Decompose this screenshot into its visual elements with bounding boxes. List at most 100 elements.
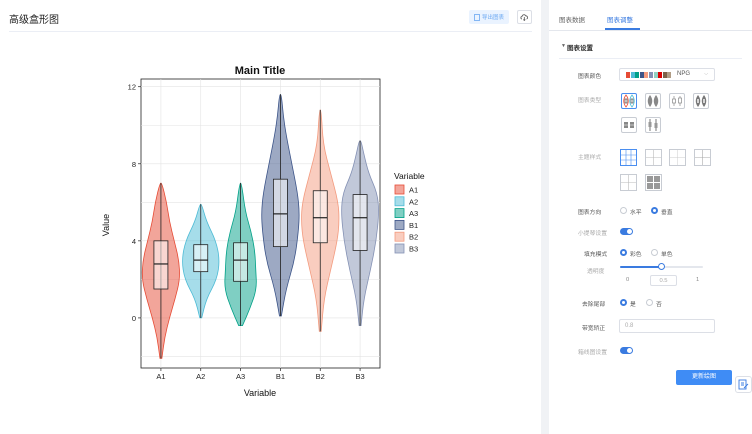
box-B1 — [273, 178, 288, 248]
color-palette-select[interactable]: NPG ⌵ — [619, 68, 715, 81]
export-chart-label: 导出图表 — [482, 15, 505, 21]
legend-key-B1 — [394, 219, 405, 230]
boxline-settings-toggle[interactable] — [620, 347, 633, 354]
y-tick-label: 8 — [132, 160, 136, 169]
opacity-label: 透明度 — [587, 269, 605, 275]
y-tick-label: 4 — [132, 237, 136, 246]
tab-chart-data[interactable]: 图表数据 — [559, 17, 585, 24]
palette-swatch — [658, 72, 663, 78]
legend-key-A2 — [394, 196, 405, 207]
chart-title: Main Title — [235, 65, 286, 77]
violin-settings-toggle[interactable] — [620, 228, 633, 235]
palette-swatch — [630, 72, 635, 78]
theme-grid-blue-icon[interactable] — [620, 149, 637, 166]
opacity-max: 1 — [696, 277, 700, 283]
chart-type-box-filled-icon[interactable] — [621, 117, 637, 133]
section-divider — [559, 58, 742, 59]
cloud-download-icon — [520, 14, 528, 21]
legend-key-A1 — [394, 184, 405, 195]
legend-label-A1: A1 — [409, 186, 418, 195]
update-plot-button[interactable]: 更新绘图 — [676, 370, 732, 385]
trim-tail-label: 去除尾部 — [582, 302, 606, 308]
x-axis-label: Variable — [244, 388, 276, 398]
opacity-min: 0 — [626, 277, 630, 283]
orientation-vertical-label[interactable]: 垂直 — [661, 210, 673, 216]
fill-color-label[interactable]: 彩色 — [630, 252, 642, 258]
legend-key-A3 — [394, 208, 405, 219]
plot-layer: 0 4 8 12 A1 A2 A3 B1 B2 B3 — [128, 78, 381, 381]
orientation-horizontal-radio[interactable] — [620, 207, 627, 214]
fill-mono-label[interactable]: 单色 — [661, 252, 673, 258]
bandwidth-input[interactable]: 0.8 — [619, 319, 715, 333]
orientation-label: 图表方向 — [578, 210, 602, 216]
opacity-slider-handle[interactable] — [658, 263, 665, 270]
box-B2 — [312, 190, 328, 244]
palette-swatch — [635, 72, 640, 78]
box-B3 — [352, 194, 368, 251]
y-tick-label: 12 — [128, 83, 136, 92]
collapse-arrow-icon[interactable]: ▼ — [561, 43, 566, 49]
palette-swatch — [626, 72, 630, 78]
chevron-down-icon: ⌵ — [704, 71, 708, 77]
fill-mono-radio[interactable] — [651, 249, 658, 256]
x-tick-label-B2: B2 — [316, 372, 325, 381]
legend-key-B2 — [394, 231, 405, 242]
panel-divider — [541, 0, 549, 434]
chart-type-boxplot-icon[interactable] — [669, 93, 685, 109]
export-chart-button[interactable]: 导出图表 — [469, 10, 509, 24]
tab-chart-adjust[interactable]: 图表调整 — [607, 17, 633, 24]
trim-no-label[interactable]: 否 — [656, 302, 662, 308]
section-title[interactable]: 图表设置 — [567, 45, 593, 52]
chart-area: 高级盒形图 导出图表 Main Title Variable Value Var… — [9, 10, 532, 398]
theme-grid-classic-icon[interactable] — [694, 149, 711, 166]
boxline-settings-label: 箱线图设置 — [578, 350, 607, 356]
palette-swatch — [662, 72, 667, 78]
x-tick-label-A1: A1 — [156, 372, 165, 381]
opacity-slider[interactable] — [620, 263, 703, 270]
x-tick-label-A2: A2 — [196, 372, 205, 381]
plot-frame — [140, 78, 381, 369]
legend-label-B1: B1 — [409, 221, 418, 230]
chart-type-label: 图表类型 — [578, 98, 602, 104]
box-A2 — [193, 244, 209, 273]
opacity-input[interactable]: 0.5 — [650, 275, 677, 286]
x-tick-label-A3: A3 — [236, 372, 245, 381]
palette-name: NPG — [677, 71, 691, 77]
theme-gray-icon[interactable] — [645, 174, 662, 191]
settings-panel: 图表数据 图表调整 ▼ 图表设置 图表颜色 NPG ⌵ 图表类型 主题样式 — [549, 0, 752, 434]
trim-no-radio[interactable] — [646, 299, 653, 306]
y-axis-label: Value — [101, 214, 111, 236]
orientation-vertical-radio[interactable] — [651, 207, 658, 214]
palette-swatch — [667, 72, 672, 78]
palette-swatch — [649, 72, 653, 78]
x-tick-label-B3: B3 — [355, 372, 364, 381]
chart-type-whisker-icon[interactable] — [645, 117, 661, 133]
chart-type-violin-icon[interactable] — [645, 93, 661, 109]
theme-label: 主题样式 — [578, 155, 602, 161]
panel-tabs: 图表数据 图表调整 — [549, 0, 752, 31]
trim-yes-label[interactable]: 是 — [630, 302, 636, 308]
edit-note-icon[interactable] — [735, 376, 752, 393]
box-A1 — [153, 240, 169, 290]
color-label: 图表颜色 — [578, 74, 602, 80]
x-tick-label-B1: B1 — [276, 372, 285, 381]
legend-label-A3: A3 — [409, 209, 418, 218]
theme-grid-light-icon[interactable] — [645, 149, 662, 166]
palette-swatch — [653, 72, 658, 78]
export-icon — [474, 13, 480, 21]
header-divider — [9, 31, 532, 32]
legend-key-B3 — [394, 243, 405, 254]
theme-grid-minimal-icon[interactable] — [669, 149, 686, 166]
theme-grid-bw-icon[interactable] — [620, 174, 637, 191]
chart-type-violin-filled-icon[interactable] — [693, 93, 709, 109]
box-A3 — [233, 242, 248, 282]
palette-swatch — [639, 72, 644, 78]
fill-color-radio[interactable] — [620, 249, 627, 256]
page-title: 高级盒形图 — [9, 15, 59, 26]
opacity-slider-fill — [620, 266, 662, 268]
legend-label-A2: A2 — [409, 197, 418, 206]
chart-type-violin-box-icon[interactable] — [621, 93, 637, 109]
orientation-horizontal-label[interactable]: 水平 — [630, 210, 642, 216]
trim-yes-radio[interactable] — [620, 299, 627, 306]
cloud-download-button[interactable] — [517, 10, 532, 24]
